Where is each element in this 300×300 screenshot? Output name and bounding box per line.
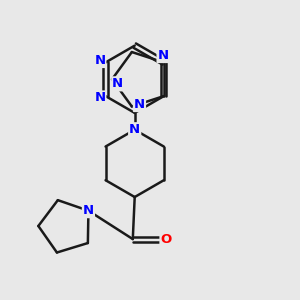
Text: N: N	[158, 49, 169, 62]
Text: O: O	[160, 232, 172, 246]
Text: N: N	[129, 123, 140, 136]
Text: N: N	[83, 204, 94, 217]
Text: N: N	[112, 77, 123, 90]
Text: N: N	[94, 54, 105, 67]
Text: N: N	[94, 92, 105, 104]
Text: N: N	[134, 98, 145, 111]
